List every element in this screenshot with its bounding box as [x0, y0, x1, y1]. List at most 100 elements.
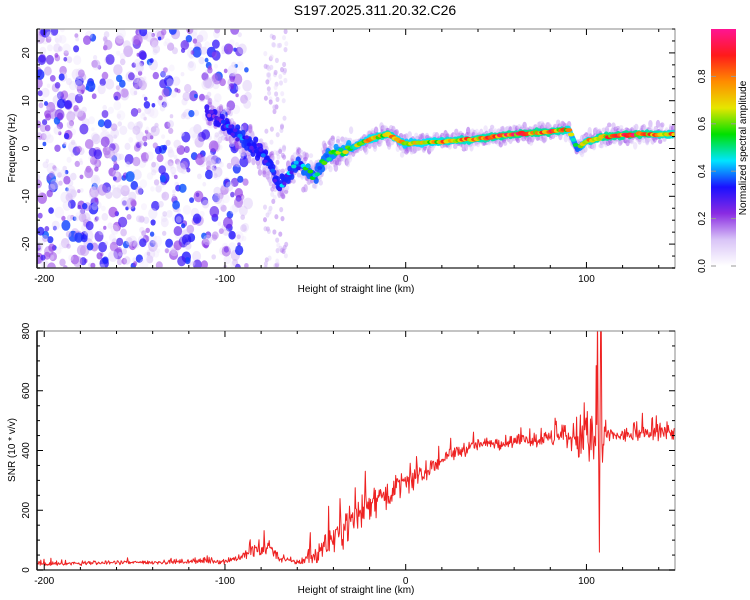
spectrogram-noise-cell: [267, 209, 272, 215]
spectrogram-noise-cell: [60, 90, 69, 100]
spectrogram-noise-cell: [79, 174, 84, 180]
spectrogram-noise-cell: [279, 207, 284, 213]
spectrogram-noise-cell: [158, 165, 166, 175]
spectrogram-noise-cell: [59, 169, 67, 178]
spectrogram-noise-cell: [80, 234, 88, 243]
spectrogram-noise-cell: [74, 33, 79, 38]
spectrogram-halo-cell: [522, 121, 527, 129]
spectrogram-noise-cell: [62, 200, 72, 211]
spectrogram-noise-cell: [241, 235, 247, 242]
spectrogram-noise-cell: [267, 72, 271, 78]
spectrogram-ridge-peak: [258, 147, 264, 152]
spectrogram-halo-cell: [256, 164, 262, 170]
spectrogram-noise-cell: [138, 80, 147, 91]
spectrogram-noise-cell: [85, 85, 90, 91]
spectrogram-noise-cell: [205, 160, 212, 167]
spectrogram-ridge-peak: [232, 128, 238, 133]
spectrogram-noise-cell: [58, 131, 62, 136]
spectrogram-ridge-peak: [307, 169, 314, 174]
spectrogram-halo-cell: [634, 123, 639, 131]
spectrogram-noise-cell: [123, 40, 131, 50]
spectrogram-noise-cell: [136, 76, 146, 87]
spectrogram-noise-cell: [158, 200, 164, 208]
spectrogram-noise-cell: [157, 36, 162, 41]
spectrogram-noise-cell: [152, 44, 161, 54]
spectrogram-noise-cell: [130, 180, 139, 190]
spectrogram-noise-cell: [90, 262, 96, 268]
spectrogram-noise-cell: [134, 62, 145, 73]
spectrogram-noise-cell: [97, 84, 106, 95]
spectrogram-noise-cell: [123, 184, 130, 192]
spectrogram-noise-cell: [119, 79, 126, 88]
spectrogram-noise-cell: [65, 230, 72, 238]
spectrogram-noise-cell: [118, 251, 123, 257]
spectrogram-noise-cell: [212, 39, 220, 49]
spectrogram-halo-cell: [333, 165, 339, 172]
spectrogram-noise-cell: [119, 125, 128, 135]
spectrogram-ridge-peak: [235, 137, 240, 142]
spectrogram-noise-cell: [73, 55, 82, 65]
spectrogram-noise-cell: [46, 106, 50, 111]
spectrogram-noise-cell: [66, 111, 76, 122]
spectrogram-noise-cell: [180, 72, 185, 77]
spectrogram-noise-cell: [237, 32, 242, 38]
spectrogram-ridge-peak: [282, 181, 287, 186]
spectrogram-noise-cell: [135, 131, 145, 142]
y-tick-label: 200: [21, 501, 32, 518]
spectrogram-noise-cell: [160, 175, 167, 183]
spectrogram-noise-cell: [192, 46, 202, 58]
spectrogram-ridge-peak: [275, 181, 280, 186]
spectrogram-ridge-peak: [207, 113, 212, 118]
spectrogram-noise-cell: [234, 245, 244, 256]
spectrogram-noise-cell: [57, 172, 62, 178]
spectrogram-noise-cell: [161, 214, 168, 223]
spectrogram-noise-cell: [204, 77, 215, 89]
spectrogram-noise-cell: [271, 34, 276, 41]
spectrogram-noise-cell: [103, 39, 113, 51]
spectrogram-noise-cell: [101, 110, 109, 118]
spectrogram-ridge-peak: [567, 132, 575, 137]
spectrogram-noise-cell: [49, 108, 59, 120]
spectrogram-noise-cell: [42, 141, 47, 147]
spectrogram-noise-cell: [105, 131, 111, 138]
spectrogram-noise-cell: [69, 80, 77, 91]
spectrogram-noise-cell: [214, 29, 221, 34]
spectrogram-noise-cell: [230, 260, 237, 268]
spectrogram-noise-cell: [278, 231, 283, 237]
spectrogram-noise-cell: [91, 127, 95, 132]
spectrogram-halo-cell: [658, 139, 663, 144]
spectrogram-ridge-peak: [573, 143, 579, 147]
spectrogram-noise-cell: [37, 77, 43, 89]
spectrogram-noise-cell: [137, 188, 144, 195]
spectrogram-noise-cell: [244, 263, 249, 268]
spectrogram-noise-cell: [165, 139, 171, 146]
spectrogram-halo-cell: [348, 126, 354, 134]
spectrogram-noise-cell: [211, 165, 217, 172]
spectrogram-noise-cell: [40, 254, 46, 261]
spectrogram-noise-cell: [235, 93, 239, 98]
spectrogram-ridge-peak: [220, 119, 226, 124]
spectrogram-noise-cell: [230, 29, 240, 35]
spectrogram-noise-cell: [72, 216, 77, 221]
spectrogram-noise-cell: [92, 189, 99, 198]
spectrogram-noise-cell: [88, 116, 95, 125]
spectrogram-noise-cell: [68, 254, 74, 261]
spectrogram-noise-cell: [202, 181, 207, 187]
spectrogram-noise-cell: [168, 29, 177, 35]
spectrogram-noise-cell: [167, 120, 174, 128]
spectrogram-noise-cell: [155, 261, 163, 268]
spectrogram-noise-cell: [146, 251, 151, 256]
colorbar-tick-label: 0.4: [697, 164, 708, 178]
spectrogram-noise-cell: [141, 203, 147, 211]
spectrogram-noise-cell: [236, 85, 241, 91]
spectrogram-halo-cell: [214, 132, 219, 138]
spectrogram-noise-cell: [113, 134, 117, 139]
spectrogram-noise-cell: [64, 170, 69, 175]
spectrogram-noise-cell: [229, 204, 238, 215]
spectrogram-noise-cell: [116, 50, 121, 56]
spectrogram-noise-cell: [79, 160, 84, 165]
spectrogram-noise-cell: [149, 231, 155, 237]
spectrogram-halo-cell: [284, 185, 290, 191]
spectrogram-noise-cell: [47, 44, 53, 52]
